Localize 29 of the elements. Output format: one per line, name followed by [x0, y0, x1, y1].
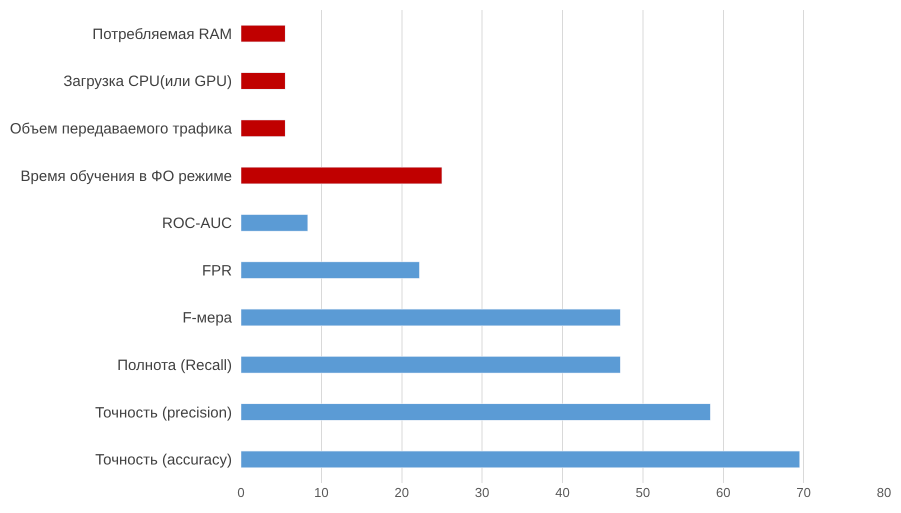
bar [241, 167, 442, 184]
y-tick-label: Объем передаваемого трафика [10, 120, 233, 138]
x-tick-label: 50 [636, 485, 650, 500]
x-tick-label: 40 [555, 485, 570, 500]
x-tick-label: 30 [474, 485, 490, 500]
bar [241, 120, 286, 137]
y-tick-label: Загрузка CPU(или GPU) [63, 73, 232, 90]
x-tick-label: 20 [394, 485, 409, 500]
y-tick-label: Время обучения в ФО режиме [20, 168, 232, 185]
y-tick-label: Точность (accuracy) [95, 452, 232, 469]
bar [241, 404, 711, 421]
bar [241, 214, 308, 232]
bar [241, 308, 621, 326]
y-tick-label: Потребляемая RAM [92, 26, 232, 43]
bar [241, 72, 286, 90]
y-tick-label: Полнота (Recall) [117, 357, 232, 374]
bar [241, 450, 800, 468]
x-tick-label: 10 [314, 485, 329, 500]
y-tick-label: ROC-AUC [162, 215, 232, 232]
y-tick-label: FPR [202, 262, 232, 280]
bar [241, 356, 621, 374]
bar [241, 25, 286, 42]
x-tick-label: 60 [716, 485, 730, 500]
x-tick-label: 80 [876, 485, 892, 500]
y-tick-label: Точность (precision) [95, 404, 232, 422]
x-tick-label: 0 [237, 485, 245, 500]
x-tick-label: 70 [796, 485, 811, 500]
bar [241, 262, 420, 279]
y-tick-label: F-мера [182, 310, 233, 327]
